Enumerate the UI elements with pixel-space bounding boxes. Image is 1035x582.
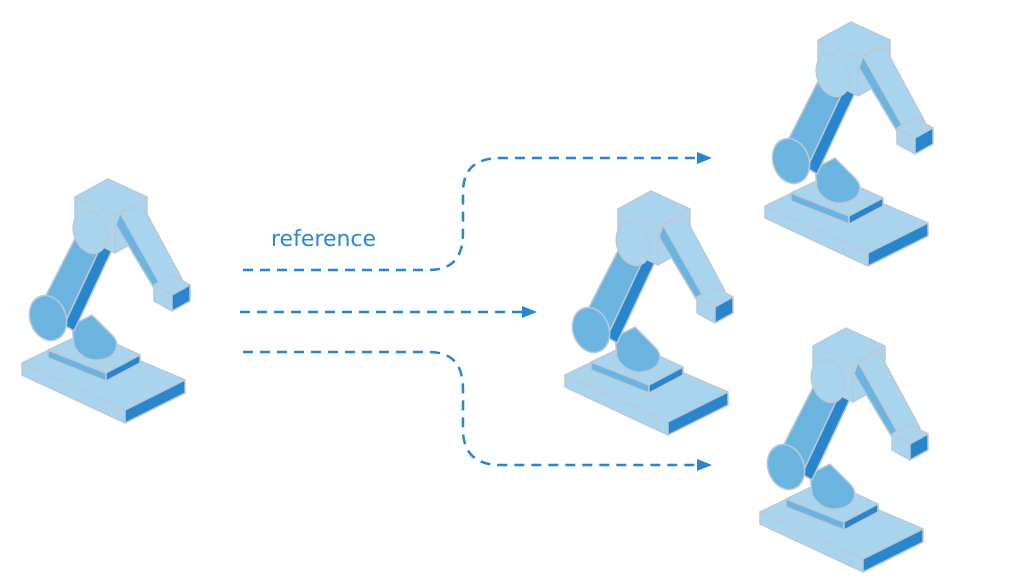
reference-label: reference — [271, 227, 376, 252]
arrow-head — [522, 306, 537, 318]
arrow-head — [697, 152, 712, 164]
robot-arm — [764, 21, 934, 267]
robot-arm — [564, 190, 734, 436]
arrow — [243, 156, 697, 272]
arrow — [243, 350, 697, 467]
robot-arm — [759, 327, 929, 573]
arrow-head — [697, 459, 712, 471]
robot-arm — [21, 178, 191, 424]
